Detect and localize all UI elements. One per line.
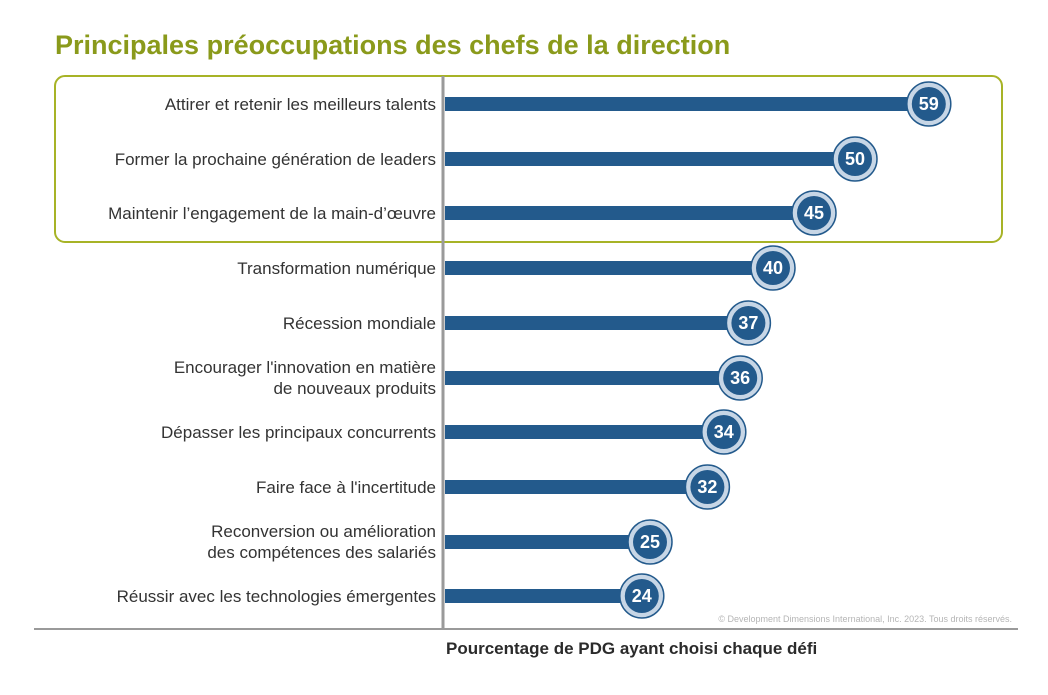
category-label: Faire face à l'incertitude	[36, 477, 436, 498]
value-marker: 50	[832, 136, 878, 182]
category-label: Récession mondiale	[36, 313, 436, 334]
data-label: 32	[697, 477, 717, 497]
bar	[445, 371, 741, 385]
value-marker-fill	[797, 196, 831, 230]
data-label: 59	[919, 94, 939, 114]
value-marker: 45	[791, 190, 837, 236]
value-marker: 59	[906, 81, 952, 127]
value-marker-fill	[911, 87, 946, 121]
category-label-line: Former la prochaine génération de leader…	[114, 149, 436, 169]
value-marker-fill	[838, 142, 872, 176]
x-axis-label: Pourcentage de PDG ayant choisi chaque d…	[446, 639, 818, 658]
data-label: 25	[640, 532, 660, 552]
value-marker: 36	[717, 355, 763, 401]
data-label: 37	[738, 313, 758, 333]
value-marker-fill	[723, 361, 758, 395]
category-label-line: Encourager l'innovation en matière	[173, 358, 436, 377]
value-marker: 25	[627, 519, 673, 565]
bar	[445, 261, 773, 275]
data-label: 45	[804, 203, 824, 223]
copyright-notice: © Development Dimensions International, …	[718, 614, 1012, 624]
category-label: Reconversion ou amélioration des compéten…	[36, 521, 436, 563]
data-label: 34	[714, 422, 734, 442]
category-label-line: des compétences des salariés	[207, 543, 436, 562]
category-label: Transformation numérique	[36, 258, 436, 279]
category-label-line: de nouveaux produits	[273, 379, 436, 398]
bar	[445, 480, 708, 494]
bar	[445, 316, 749, 330]
value-marker: 24	[619, 573, 665, 619]
value-marker-fill	[706, 415, 741, 449]
category-label: Maintenir l’engagement de la main-d’œuvr…	[36, 203, 436, 224]
highlight-box	[54, 75, 1003, 243]
value-marker: 37	[725, 300, 772, 346]
bar	[445, 206, 814, 220]
category-label-line: Maintenir l’engagement de la main-d’œuvr…	[108, 203, 436, 223]
bar	[445, 152, 855, 166]
category-label: Dépasser les principaux concurrents	[36, 422, 436, 443]
category-label-line: Faire face à l'incertitude	[256, 477, 436, 497]
value-marker: 34	[701, 409, 747, 455]
bar	[445, 589, 642, 603]
value-marker: 32	[684, 464, 731, 510]
bar	[445, 535, 650, 549]
data-label: 50	[845, 149, 865, 169]
category-label-line: Réussir avec les technologies émergentes	[116, 586, 436, 606]
category-label-line: Récession mondiale	[282, 313, 436, 333]
category-label: Réussir avec les technologies émergentes	[36, 586, 436, 607]
category-label: Encourager l'innovation en matière de nou…	[36, 357, 436, 399]
value-marker: 40	[750, 245, 796, 291]
bar	[445, 97, 929, 111]
value-marker-fill	[756, 251, 790, 285]
value-marker-fill	[624, 579, 659, 613]
category-label-line: Attirer et retenir les meilleurs talents	[164, 94, 436, 114]
bar	[445, 425, 724, 439]
category-label-line: Dépasser les principaux concurrents	[161, 422, 436, 442]
data-label: 36	[730, 368, 750, 388]
category-label-line: Reconversion ou amélioration	[211, 522, 436, 541]
value-marker-fill	[731, 306, 766, 340]
category-label: Former la prochaine génération de leader…	[36, 149, 436, 170]
data-label: 40	[763, 258, 783, 278]
chart-title: Principales préoccupations des chefs de …	[55, 30, 731, 60]
category-label-line: Transformation numérique	[237, 258, 436, 278]
value-marker-fill	[633, 525, 667, 559]
value-marker-fill	[690, 470, 725, 504]
data-label: 24	[632, 586, 652, 606]
category-label: Attirer et retenir les meilleurs talents	[36, 94, 436, 115]
